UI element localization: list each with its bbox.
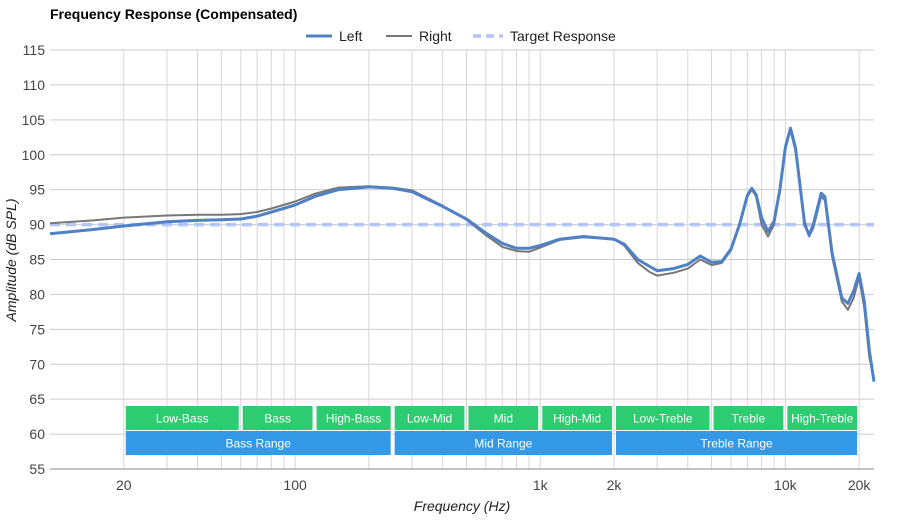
- band-rect: [616, 431, 858, 455]
- band-rect: [468, 406, 539, 430]
- band-high-bass: High-Bass: [316, 406, 391, 430]
- legend-item-left[interactable]: Left: [306, 28, 362, 44]
- frequency-bands: Low-Bass Bass High-Bass Low-Mid Mid High-Mid L…: [125, 406, 858, 455]
- y-tick-label: 60: [29, 426, 45, 442]
- band-treble: Treble: [713, 406, 784, 430]
- band-label: Bass Range: [226, 437, 292, 451]
- band-rect: [787, 406, 858, 430]
- y-tick-label: 70: [29, 356, 45, 372]
- series-lines: [49, 126, 876, 382]
- grid: [50, 49, 874, 470]
- band-label: Low-Treble: [633, 412, 693, 426]
- band-label: Low-Mid: [407, 412, 452, 426]
- x-tick-label: 100: [283, 477, 307, 493]
- band-bass: Bass: [242, 406, 313, 430]
- band-mid-range: Mid Range: [394, 431, 613, 455]
- band-rect: [125, 406, 239, 430]
- band-treble-range: Treble Range: [616, 431, 858, 455]
- band-label: Treble Range: [700, 437, 773, 451]
- chart-title: Frequency Response (Compensated): [50, 6, 297, 22]
- legend-label: Left: [339, 28, 362, 44]
- band-rect: [616, 406, 710, 430]
- legend-label: Right: [419, 28, 452, 44]
- x-axis-ticks: 20 100 1k 2k 10k 20k: [116, 477, 871, 493]
- y-axis-ticks: 55 60 65 70 75 80 85 90 95 100 105 110 115: [22, 42, 46, 477]
- y-tick-label: 90: [29, 217, 45, 233]
- x-tick-label: 2k: [607, 477, 623, 493]
- band-rect: [125, 431, 391, 455]
- band-mid: Mid: [468, 406, 539, 430]
- legend-item-right[interactable]: Right: [386, 28, 452, 44]
- x-tick-label: 1k: [533, 477, 549, 493]
- band-rect: [242, 406, 313, 430]
- y-tick-label: 115: [23, 42, 46, 58]
- band-label: Mid Range: [474, 437, 532, 451]
- y-tick-label: 80: [29, 286, 45, 302]
- y-tick-label: 100: [22, 147, 46, 163]
- band-bass-range: Bass Range: [125, 431, 391, 455]
- band-low-treble: Low-Treble: [616, 406, 710, 430]
- chart-legend: Left Right Target Response: [306, 28, 616, 44]
- band-label: High-Mid: [553, 412, 601, 426]
- band-low-bass: Low-Bass: [125, 406, 239, 430]
- band-label: Mid: [494, 412, 513, 426]
- band-label: High-Bass: [326, 412, 381, 426]
- band-high-mid: High-Mid: [542, 406, 613, 430]
- y-tick-label: 55: [29, 461, 45, 477]
- band-rect: [394, 406, 465, 430]
- y-tick-label: 105: [22, 112, 46, 128]
- band-high-treble: High-Treble: [787, 406, 858, 430]
- band-label: High-Treble: [791, 412, 854, 426]
- x-tick-label: 10k: [774, 477, 798, 493]
- y-axis-title: Amplitude (dB SPL): [3, 199, 19, 323]
- band-label: Bass: [264, 412, 291, 426]
- band-label: Low-Bass: [156, 412, 209, 426]
- band-label: Treble: [732, 412, 766, 426]
- x-axis-title: Frequency (Hz): [414, 498, 510, 514]
- y-tick-label: 85: [29, 252, 45, 268]
- series-line-right: [49, 129, 875, 379]
- band-rect: [542, 406, 613, 430]
- band-low-mid: Low-Mid: [394, 406, 465, 430]
- y-tick-label: 110: [23, 77, 46, 93]
- x-tick-label: 20: [116, 477, 132, 493]
- series-line-left: [49, 126, 876, 382]
- y-tick-label: 75: [29, 321, 45, 337]
- legend-item-target-response[interactable]: Target Response: [473, 28, 616, 44]
- legend-label: Target Response: [510, 28, 616, 44]
- band-rect: [394, 431, 613, 455]
- y-tick-label: 95: [29, 182, 45, 198]
- y-tick-label: 65: [29, 391, 45, 407]
- band-rect: [316, 406, 391, 430]
- x-tick-label: 20k: [848, 477, 872, 493]
- band-rect: [713, 406, 784, 430]
